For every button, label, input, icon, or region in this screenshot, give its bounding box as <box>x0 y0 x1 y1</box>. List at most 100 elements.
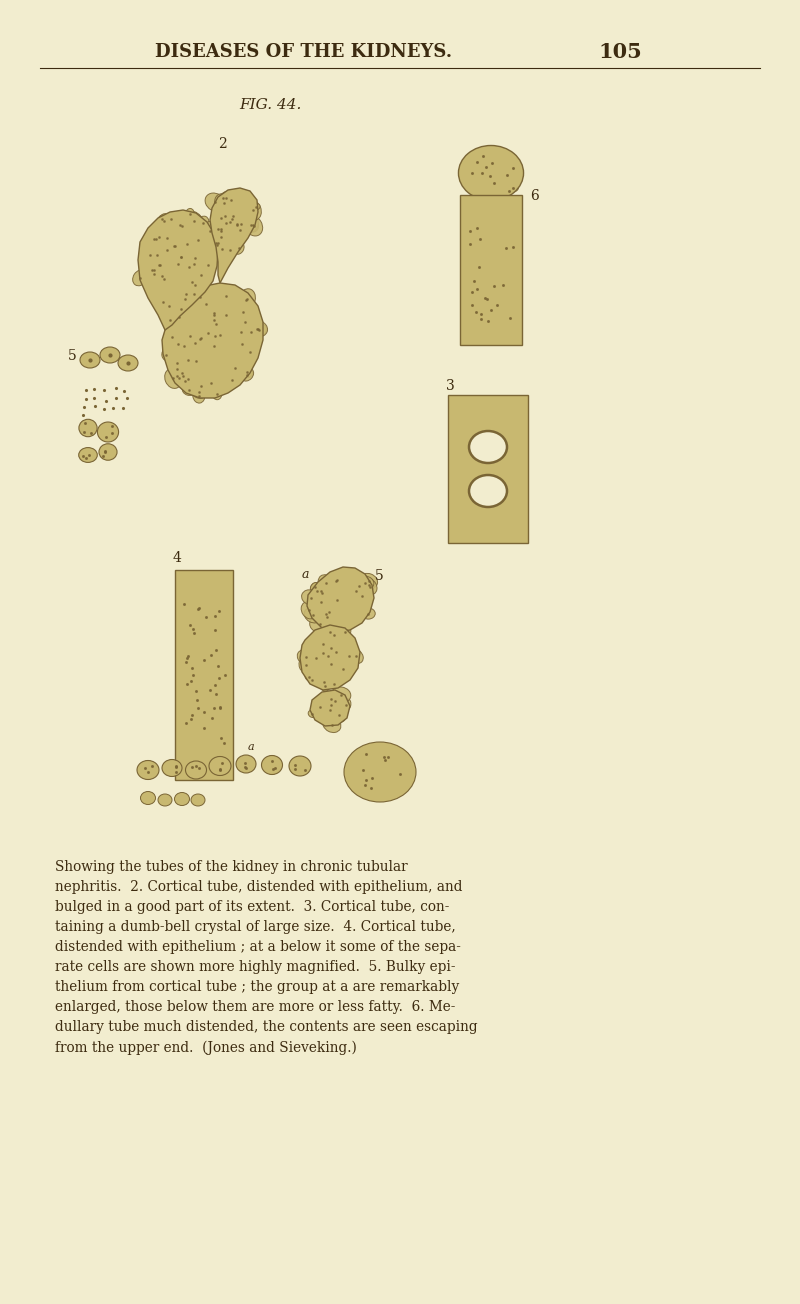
Ellipse shape <box>342 651 356 661</box>
Ellipse shape <box>241 368 254 381</box>
Ellipse shape <box>206 687 212 694</box>
Ellipse shape <box>78 447 98 463</box>
Ellipse shape <box>206 649 215 660</box>
Ellipse shape <box>218 738 230 748</box>
Ellipse shape <box>481 155 486 158</box>
Ellipse shape <box>233 220 241 230</box>
Ellipse shape <box>141 792 155 805</box>
Text: a: a <box>302 569 310 582</box>
Ellipse shape <box>157 261 164 270</box>
Ellipse shape <box>229 363 242 374</box>
Ellipse shape <box>322 702 337 719</box>
Ellipse shape <box>509 163 517 173</box>
Ellipse shape <box>147 266 156 274</box>
Text: a: a <box>248 742 254 752</box>
Ellipse shape <box>227 245 234 254</box>
Ellipse shape <box>500 283 506 288</box>
Polygon shape <box>210 188 258 283</box>
Ellipse shape <box>458 146 523 201</box>
Ellipse shape <box>338 662 349 675</box>
Ellipse shape <box>356 576 374 591</box>
Ellipse shape <box>190 687 201 696</box>
Ellipse shape <box>201 709 206 715</box>
Ellipse shape <box>212 645 221 655</box>
Ellipse shape <box>186 256 201 271</box>
Ellipse shape <box>232 219 249 240</box>
Ellipse shape <box>323 699 339 712</box>
Ellipse shape <box>380 755 390 765</box>
Ellipse shape <box>82 432 85 433</box>
Ellipse shape <box>158 230 176 246</box>
Ellipse shape <box>174 218 190 235</box>
Ellipse shape <box>182 327 198 344</box>
Ellipse shape <box>344 742 416 802</box>
Ellipse shape <box>166 215 175 223</box>
Ellipse shape <box>90 432 91 433</box>
Ellipse shape <box>312 584 330 597</box>
Ellipse shape <box>320 677 328 687</box>
Ellipse shape <box>505 312 516 323</box>
Ellipse shape <box>310 583 319 592</box>
Ellipse shape <box>238 308 248 317</box>
Ellipse shape <box>475 160 479 166</box>
Ellipse shape <box>203 259 214 271</box>
Ellipse shape <box>464 227 475 236</box>
Ellipse shape <box>321 640 341 656</box>
Ellipse shape <box>194 604 202 614</box>
Ellipse shape <box>80 352 100 368</box>
Ellipse shape <box>197 296 215 312</box>
Ellipse shape <box>182 239 191 249</box>
Ellipse shape <box>219 194 227 202</box>
Ellipse shape <box>190 630 199 638</box>
Ellipse shape <box>191 385 207 398</box>
Ellipse shape <box>476 309 486 319</box>
Ellipse shape <box>174 340 182 349</box>
Ellipse shape <box>482 163 490 170</box>
Ellipse shape <box>175 368 191 385</box>
Ellipse shape <box>182 717 190 729</box>
Ellipse shape <box>305 673 313 681</box>
Ellipse shape <box>212 689 221 699</box>
Ellipse shape <box>299 657 313 673</box>
Ellipse shape <box>214 606 225 615</box>
Polygon shape <box>448 395 528 542</box>
Polygon shape <box>175 570 233 780</box>
Ellipse shape <box>174 220 185 230</box>
Ellipse shape <box>182 679 191 689</box>
Ellipse shape <box>172 300 190 318</box>
Ellipse shape <box>340 698 351 711</box>
Ellipse shape <box>330 593 344 605</box>
Ellipse shape <box>489 306 494 314</box>
Ellipse shape <box>231 323 251 342</box>
Ellipse shape <box>191 289 208 304</box>
Ellipse shape <box>146 259 163 280</box>
Ellipse shape <box>310 615 330 632</box>
Ellipse shape <box>247 321 267 336</box>
Ellipse shape <box>489 160 495 166</box>
Ellipse shape <box>216 215 237 232</box>
Ellipse shape <box>330 695 341 707</box>
Text: 6: 6 <box>530 189 538 203</box>
Ellipse shape <box>322 716 341 733</box>
Ellipse shape <box>308 711 316 717</box>
Ellipse shape <box>171 369 182 382</box>
Text: 4: 4 <box>173 552 182 565</box>
Ellipse shape <box>488 173 492 177</box>
Ellipse shape <box>195 698 199 703</box>
Ellipse shape <box>187 709 197 720</box>
Ellipse shape <box>198 768 200 769</box>
Ellipse shape <box>170 243 178 250</box>
Ellipse shape <box>348 649 363 664</box>
Ellipse shape <box>508 184 518 192</box>
Ellipse shape <box>197 216 209 230</box>
Ellipse shape <box>196 765 197 767</box>
Ellipse shape <box>469 475 507 507</box>
Ellipse shape <box>216 704 224 711</box>
Ellipse shape <box>213 629 218 632</box>
Ellipse shape <box>236 755 256 773</box>
Ellipse shape <box>470 171 474 175</box>
Ellipse shape <box>262 755 282 775</box>
Ellipse shape <box>99 443 117 460</box>
Ellipse shape <box>202 614 210 621</box>
Ellipse shape <box>158 296 167 308</box>
